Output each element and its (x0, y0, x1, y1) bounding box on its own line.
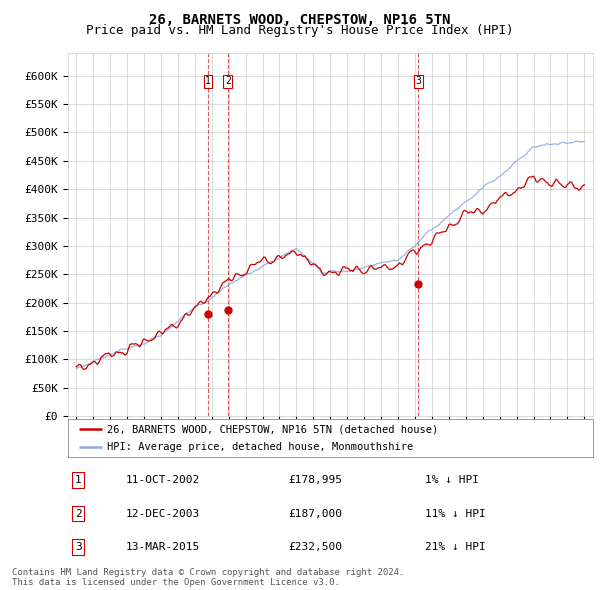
Text: Price paid vs. HM Land Registry's House Price Index (HPI): Price paid vs. HM Land Registry's House … (86, 24, 514, 37)
Text: 11-OCT-2002: 11-OCT-2002 (125, 475, 200, 485)
Text: 11% ↓ HPI: 11% ↓ HPI (425, 509, 485, 519)
Text: HPI: Average price, detached house, Monmouthshire: HPI: Average price, detached house, Monm… (107, 442, 413, 452)
Text: £187,000: £187,000 (289, 509, 342, 519)
Text: 1: 1 (75, 475, 82, 485)
Text: 1% ↓ HPI: 1% ↓ HPI (425, 475, 479, 485)
Text: 21% ↓ HPI: 21% ↓ HPI (425, 542, 485, 552)
Text: £178,995: £178,995 (289, 475, 342, 485)
Text: 3: 3 (75, 542, 82, 552)
Text: £232,500: £232,500 (289, 542, 342, 552)
Text: 2: 2 (225, 77, 231, 87)
Text: 13-MAR-2015: 13-MAR-2015 (125, 542, 200, 552)
Text: 26, BARNETS WOOD, CHEPSTOW, NP16 5TN (detached house): 26, BARNETS WOOD, CHEPSTOW, NP16 5TN (de… (107, 424, 439, 434)
Text: 26, BARNETS WOOD, CHEPSTOW, NP16 5TN: 26, BARNETS WOOD, CHEPSTOW, NP16 5TN (149, 13, 451, 27)
Text: Contains HM Land Registry data © Crown copyright and database right 2024.
This d: Contains HM Land Registry data © Crown c… (12, 568, 404, 587)
Text: 2: 2 (75, 509, 82, 519)
Text: 1: 1 (205, 77, 211, 87)
Text: 12-DEC-2003: 12-DEC-2003 (125, 509, 200, 519)
Text: 3: 3 (415, 77, 421, 87)
